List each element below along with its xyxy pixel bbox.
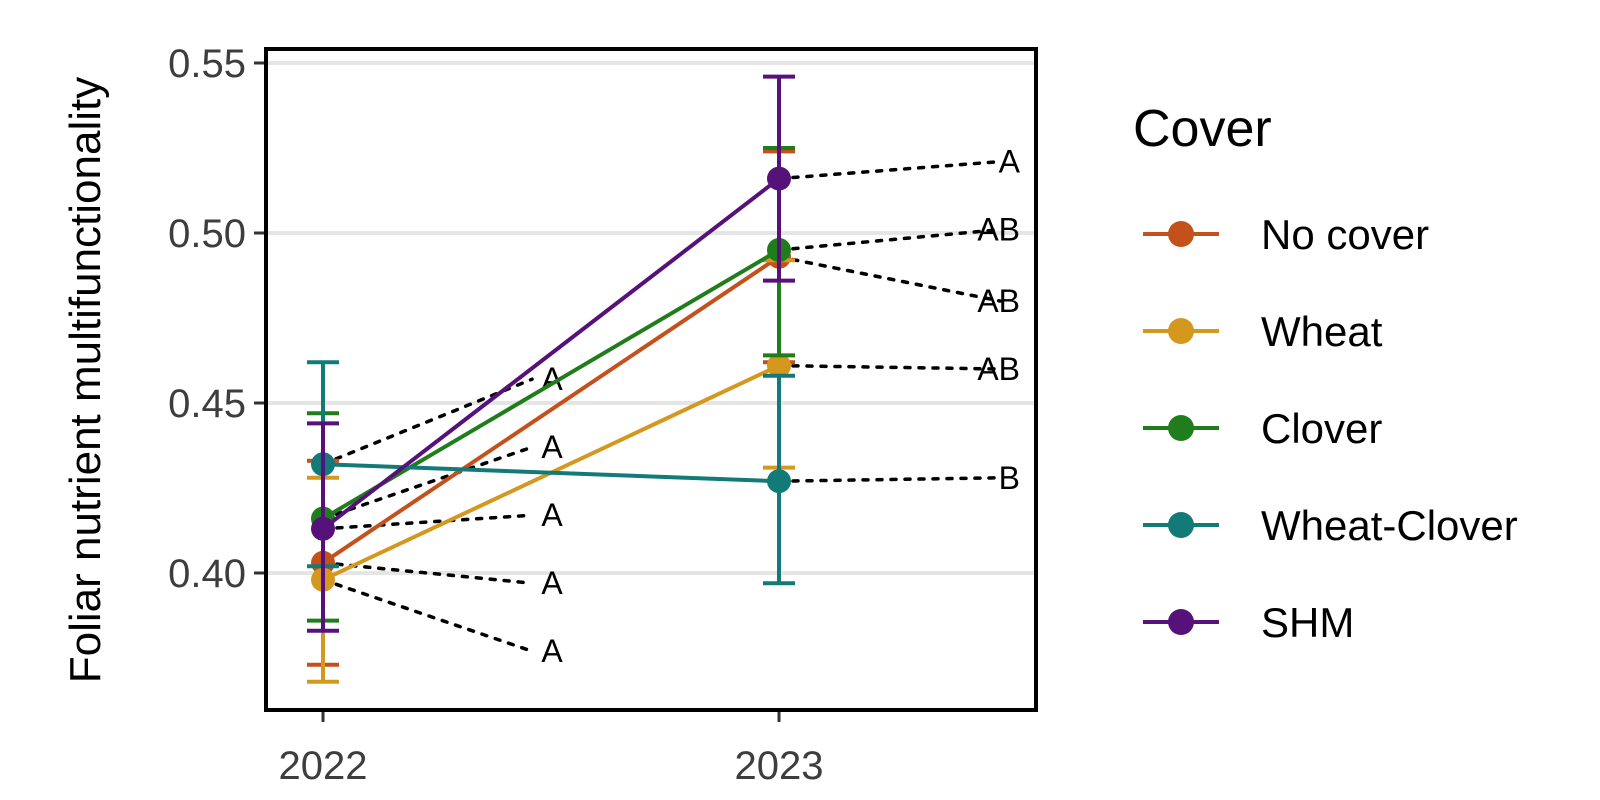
legend-key-point <box>1168 318 1194 344</box>
letter-leader <box>777 255 1002 303</box>
y-tick-label: 0.50 <box>168 212 246 256</box>
data-point <box>767 353 791 378</box>
legend: Cover No cover Wheat Clover Wheat-Clover SHM <box>1133 100 1518 646</box>
plot-panel-border <box>264 47 1038 712</box>
legend-item: Wheat-Clover <box>1143 502 1518 549</box>
legend-item: No cover <box>1143 211 1429 258</box>
y-tick-label: 0.45 <box>168 382 246 426</box>
grid-lines <box>266 61 1036 575</box>
y-tick-label: 0.55 <box>168 42 246 86</box>
significance-letter: A <box>541 565 563 601</box>
legend-label: No cover <box>1261 211 1429 258</box>
legend-key-point <box>1168 221 1194 247</box>
legend-label: SHM <box>1261 599 1354 646</box>
x-tick-label: 2022 <box>279 744 368 788</box>
significance-letter: B <box>999 460 1020 496</box>
legend-key-point <box>1168 415 1194 441</box>
significance-letter: A <box>541 497 563 533</box>
significance-letter: AB <box>977 351 1020 387</box>
significance-letter: A <box>999 144 1021 180</box>
series-shm <box>307 74 795 633</box>
letter-leader <box>321 513 534 531</box>
legend-item: Wheat <box>1143 308 1383 355</box>
y-axis-title: Foliar nutrient multifunctionality <box>61 77 110 683</box>
legend-key-point <box>1168 609 1194 635</box>
legend-item: Clover <box>1143 405 1382 452</box>
series-line <box>321 255 781 565</box>
legend-key-point <box>1168 512 1194 538</box>
significance-letter: A <box>541 633 563 669</box>
series-line <box>322 462 780 484</box>
series-layer <box>307 74 795 684</box>
data-point <box>767 469 791 494</box>
series-line <box>321 177 781 531</box>
legend-title: Cover <box>1133 100 1272 158</box>
x-tick-label: 2023 <box>735 744 824 788</box>
series-clover <box>307 146 795 623</box>
significance-letter: AB <box>977 283 1020 319</box>
letter-leader <box>777 476 1002 483</box>
series-line <box>321 248 781 521</box>
x-axis: 2022 2023 <box>279 710 824 788</box>
letter-leader <box>321 445 534 521</box>
significance-letter: AB <box>977 212 1020 248</box>
significance-letter: A <box>541 429 563 465</box>
letter-leader <box>321 578 534 653</box>
legend-item: SHM <box>1143 599 1354 646</box>
data-point <box>311 516 335 541</box>
legend-label: Wheat-Clover <box>1261 502 1518 549</box>
legend-label: Wheat <box>1261 308 1383 355</box>
y-axis: 0.40 0.45 0.50 0.55 <box>168 42 266 596</box>
letter-leader <box>777 363 1002 371</box>
legend-label: Clover <box>1261 405 1382 452</box>
data-point <box>767 166 791 191</box>
letter-leader <box>777 227 1002 252</box>
letter-leader <box>777 159 1002 181</box>
y-tick-label: 0.40 <box>168 552 246 596</box>
